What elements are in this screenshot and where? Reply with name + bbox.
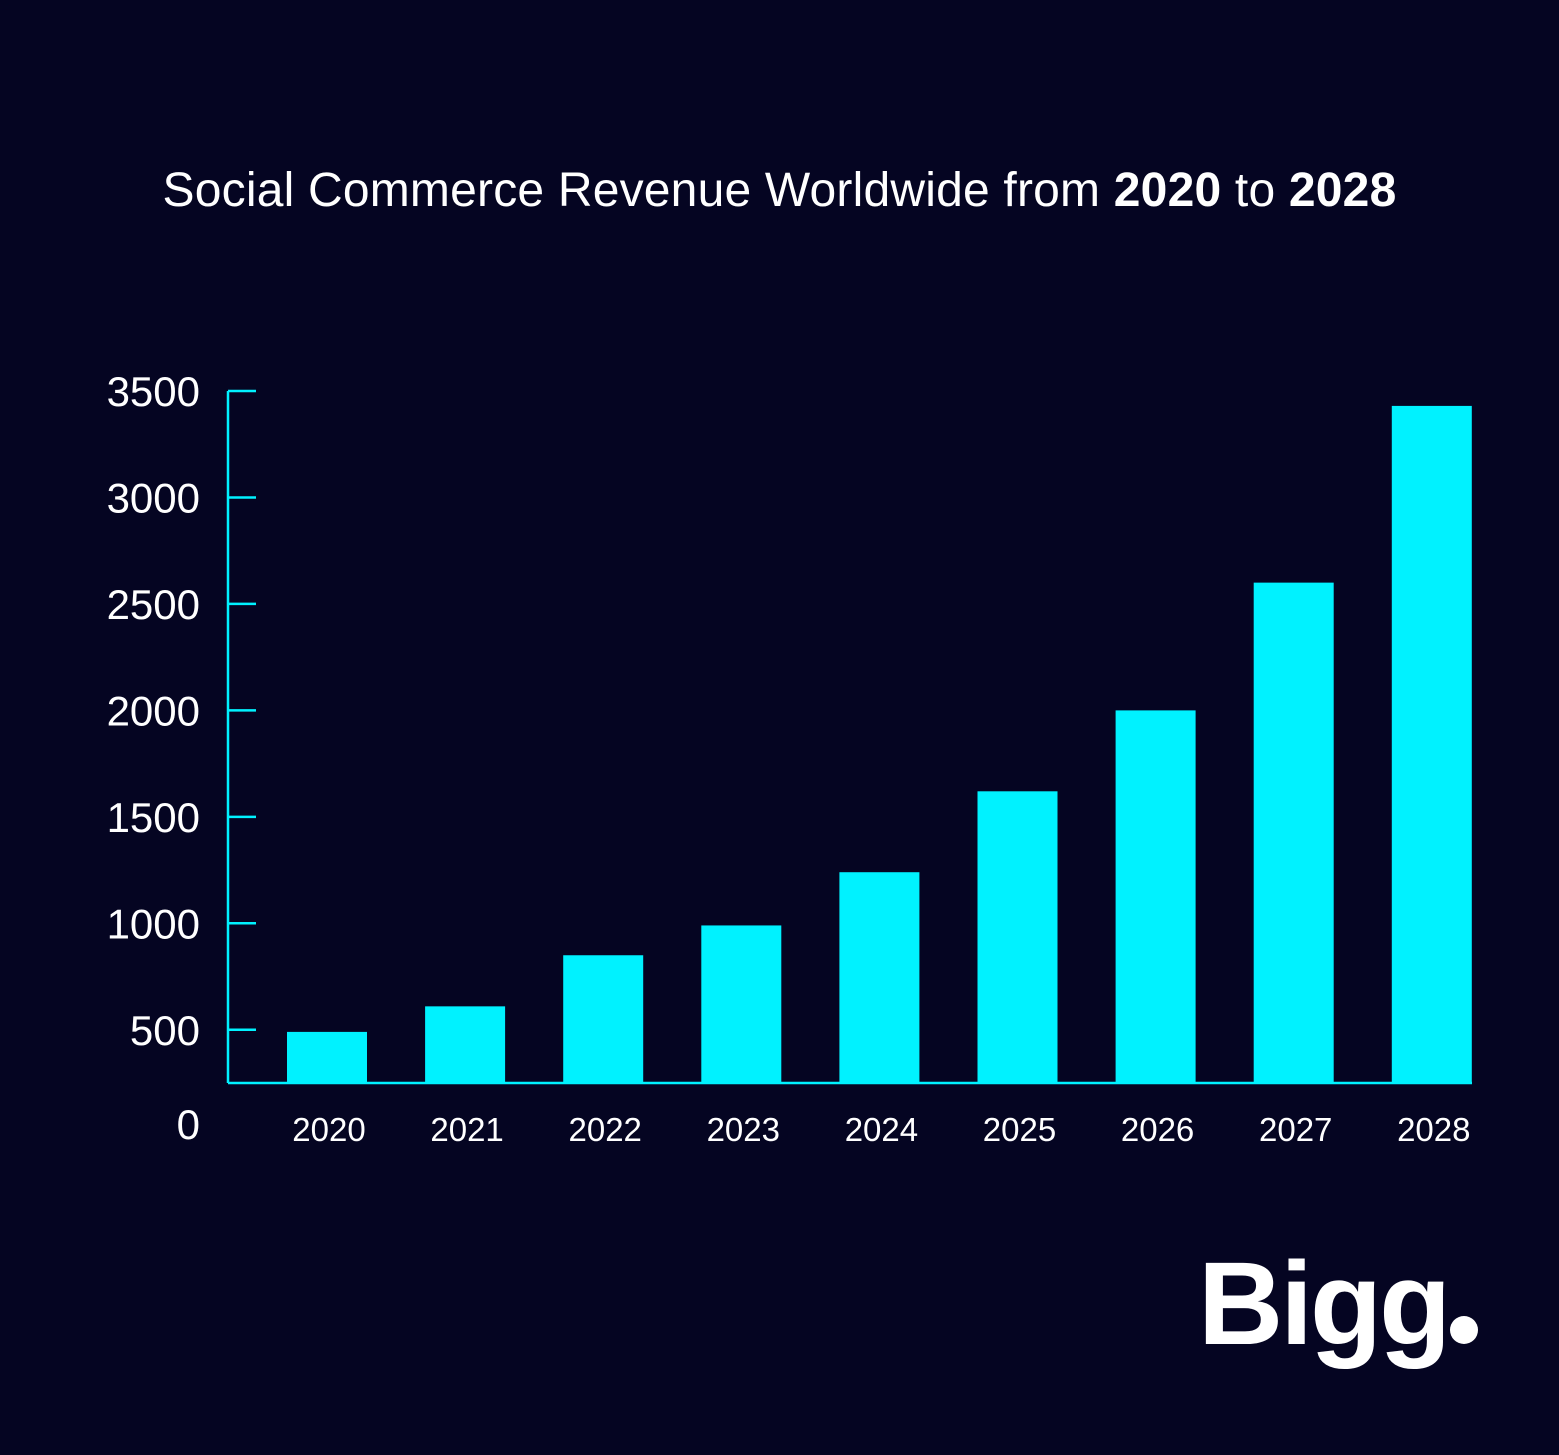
x-tick-label: 2026 [1121, 1111, 1194, 1148]
logo-dot-icon [1450, 1316, 1479, 1344]
chart-title: Social Commerce Revenue Worldwide from 2… [0, 163, 1559, 218]
x-tick-label: 2025 [983, 1111, 1056, 1148]
y-tick-label: 1000 [107, 900, 200, 947]
bar-2021 [425, 1006, 506, 1083]
logo-text: Bigg [1198, 1238, 1451, 1370]
title-year-end: 2028 [1288, 164, 1397, 217]
bar-2027 [1253, 582, 1334, 1083]
x-tick-label: 2022 [568, 1111, 641, 1148]
bar-2022 [563, 955, 644, 1083]
bar-2026 [1115, 710, 1196, 1083]
bigg-logo: Bigg [1198, 1245, 1479, 1363]
x-tick-label: 2021 [430, 1111, 503, 1148]
bar-2025 [977, 791, 1058, 1083]
y-tick-label: 3500 [107, 368, 200, 415]
bar-2023 [701, 925, 782, 1083]
x-axis-labels: 2020 2021 2022 2023 2024 2025 2026 2027 2028 [292, 1111, 1470, 1148]
x-tick-label: 2028 [1397, 1111, 1470, 1148]
x-tick-label: 2024 [845, 1111, 918, 1148]
y-tick-label: 0 [177, 1101, 200, 1148]
title-text-2: to [1221, 164, 1289, 217]
title-year-start: 2020 [1113, 164, 1222, 217]
y-tick-label: 2000 [107, 687, 200, 734]
bar-2028 [1391, 405, 1472, 1083]
x-tick-label: 2027 [1259, 1111, 1332, 1148]
y-tick-label: 3000 [107, 474, 200, 521]
y-tick-label: 2500 [107, 581, 200, 628]
bars [287, 405, 1472, 1083]
x-tick-label: 2023 [707, 1111, 780, 1148]
bar-2020 [287, 1031, 367, 1083]
y-tick-label: 500 [130, 1007, 200, 1054]
bar-2024 [839, 872, 920, 1083]
x-tick-label: 2020 [292, 1111, 365, 1148]
title-text-1: Social Commerce Revenue Worldwide from [162, 164, 1114, 217]
y-tick-label: 1500 [107, 794, 200, 841]
